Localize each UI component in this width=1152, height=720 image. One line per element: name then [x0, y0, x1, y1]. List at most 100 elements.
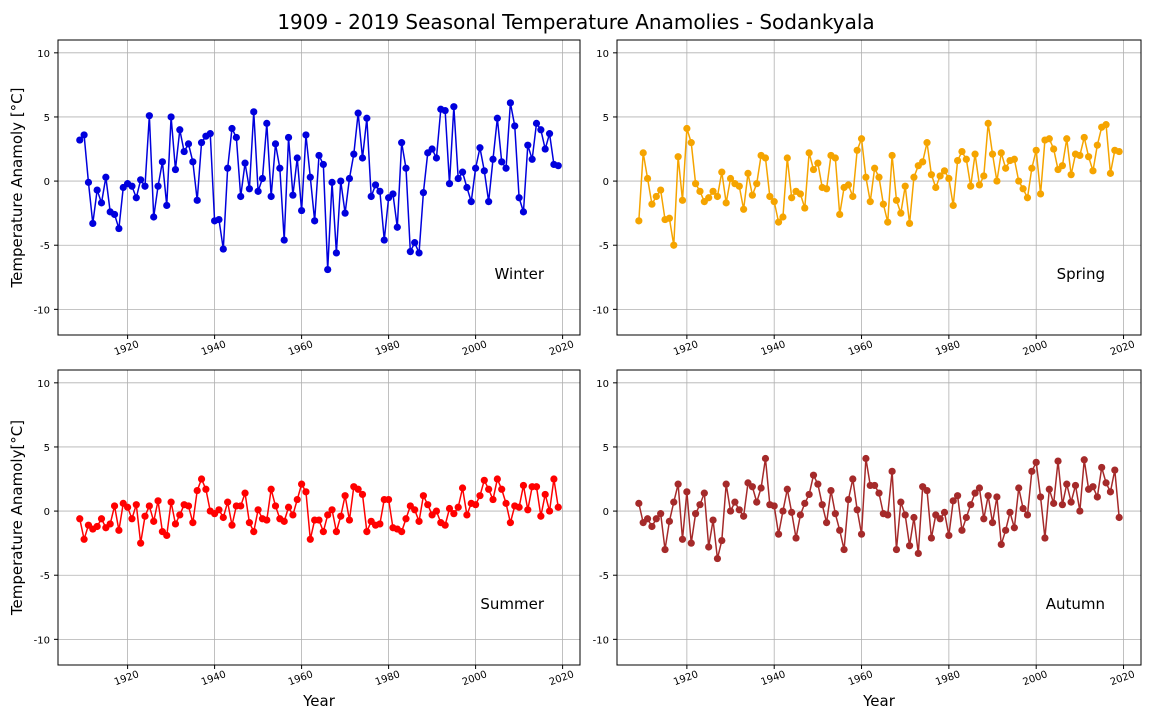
y-axis-label: Temperature Anamoly[°C]	[8, 420, 26, 616]
summer-data-point	[319, 528, 327, 536]
winter-data-point	[345, 174, 354, 183]
autumn-data-point	[652, 515, 660, 523]
autumn-data-point	[1111, 466, 1119, 474]
spring-data-point	[643, 174, 652, 183]
autumn-data-point	[774, 530, 783, 538]
summer-data-point	[293, 495, 301, 504]
spring-data-point	[936, 172, 944, 180]
winter-data-point	[284, 133, 293, 142]
spring-data-point	[740, 205, 748, 213]
winter-data-point	[206, 130, 214, 138]
spring-data-point	[726, 174, 735, 183]
winter-data-point	[332, 249, 340, 257]
axes-frame	[57, 39, 581, 336]
autumn-data-point	[1036, 493, 1045, 501]
spring-data-point	[779, 213, 787, 221]
y-tick-label: -10	[593, 635, 609, 646]
winter-data-point	[371, 181, 380, 189]
autumn-data-point	[1058, 501, 1066, 509]
winter-data-point	[341, 209, 349, 217]
autumn-data-point	[700, 489, 708, 497]
autumn-data-point	[905, 542, 914, 550]
summer-data-point	[167, 498, 175, 506]
winter-data-point	[132, 194, 140, 202]
y-tick-label: 5	[44, 443, 50, 454]
spring-data-point	[940, 167, 949, 175]
spring-data-point	[862, 173, 870, 181]
summer-data-point	[267, 485, 275, 493]
summer-data-point	[324, 511, 332, 519]
autumn-data-point	[665, 517, 674, 525]
autumn-data-point	[993, 493, 1001, 501]
winter-data-point	[472, 164, 480, 172]
y-tick-label: -5	[599, 571, 609, 582]
summer-data-point	[150, 517, 158, 525]
spring-data-point	[1076, 151, 1084, 160]
spring-data-point	[927, 171, 936, 179]
spring-data-point	[954, 156, 962, 165]
summer-data-point	[524, 506, 532, 514]
spring-data-point	[1045, 135, 1053, 143]
autumn-data-point	[1041, 534, 1049, 542]
winter-data-point	[76, 136, 84, 144]
autumn-data-point	[670, 498, 678, 506]
summer-data-point	[398, 528, 406, 536]
winter-data-point	[276, 164, 284, 172]
spring-data-point	[635, 217, 643, 225]
winter-data-point	[511, 122, 519, 130]
winter-data-point	[537, 126, 545, 134]
spring-data-point	[1102, 121, 1110, 129]
spring-data-point	[905, 219, 914, 228]
summer-data-point	[385, 495, 393, 504]
winter-data-point	[197, 139, 206, 147]
winter-data-point	[554, 162, 562, 170]
winter-data-point	[389, 190, 397, 198]
summer-data-point	[550, 475, 558, 483]
autumn-data-point	[661, 545, 669, 554]
summer-data-point	[110, 502, 119, 510]
autumn-data-point	[862, 454, 870, 463]
winter-data-point	[271, 140, 280, 148]
spring-data-point	[722, 199, 730, 207]
summer-data-point	[250, 528, 258, 536]
winter-data-point	[163, 201, 171, 210]
summer-data-point	[554, 503, 562, 511]
autumn-data-point	[779, 507, 787, 515]
spring-data-point	[884, 218, 892, 226]
summer-data-point	[137, 539, 145, 547]
winter-data-point	[258, 174, 267, 183]
y-tick-label: -5	[40, 571, 50, 582]
winter-data-point	[254, 187, 262, 195]
autumn-data-point	[770, 502, 778, 510]
autumn-data-point	[827, 486, 835, 495]
spring-data-point	[1050, 145, 1058, 153]
winter-data-point	[380, 236, 388, 244]
winter-data-point	[350, 150, 358, 158]
summer-data-point	[515, 503, 523, 511]
autumn-data-point	[1106, 488, 1115, 496]
winter-data-point	[228, 124, 236, 133]
spring-data-point	[1106, 169, 1115, 177]
winter-data-point	[171, 165, 180, 174]
summer-data-point	[271, 502, 280, 510]
spring-data-point	[713, 192, 722, 201]
winter-data-point	[115, 224, 123, 233]
y-tick-label: -5	[40, 241, 50, 252]
summer-data-point	[171, 520, 180, 528]
summer-data-point	[506, 519, 514, 527]
y-tick-label: 0	[44, 177, 50, 188]
autumn-data-point	[709, 516, 717, 524]
winter-data-point	[328, 178, 336, 186]
spring-data-point	[1023, 194, 1032, 202]
spring-data-point	[962, 155, 970, 163]
spring-data-point	[648, 200, 656, 208]
autumn-data-point	[857, 530, 866, 538]
summer-data-point	[284, 503, 293, 511]
winter-data-point	[532, 119, 541, 127]
winter-data-point	[402, 164, 410, 172]
spring-data-point	[674, 153, 682, 161]
spring-data-point	[984, 119, 992, 127]
summer-data-point	[228, 521, 236, 529]
winter-data-point	[354, 109, 362, 117]
winter-data-point	[415, 249, 423, 257]
